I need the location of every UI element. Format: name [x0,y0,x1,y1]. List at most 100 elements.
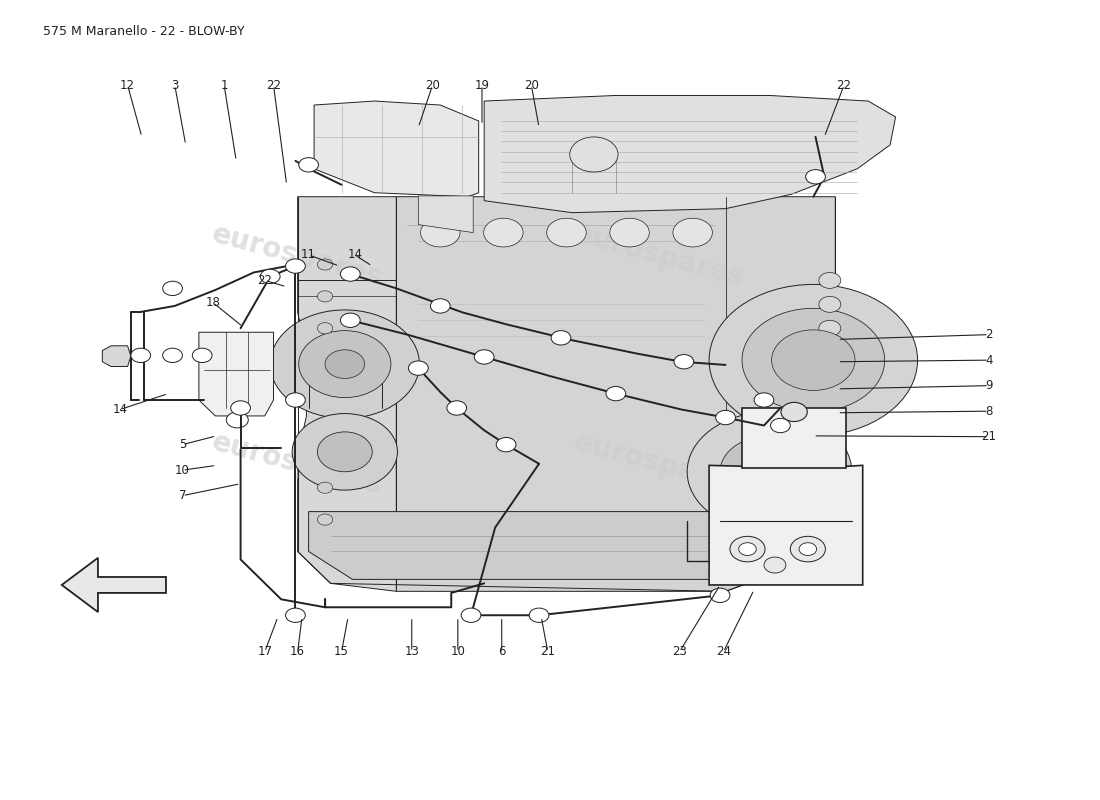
Text: 14: 14 [348,249,362,262]
Circle shape [408,361,428,375]
Polygon shape [199,332,274,416]
Circle shape [299,330,390,398]
Text: 11: 11 [301,249,316,262]
Text: 16: 16 [290,646,305,658]
Polygon shape [396,197,835,591]
Circle shape [730,536,766,562]
Text: 6: 6 [498,646,506,658]
Text: 10: 10 [175,464,190,477]
Circle shape [430,298,450,313]
Circle shape [227,412,249,428]
Circle shape [547,218,586,247]
Text: 4: 4 [986,354,992,366]
Circle shape [318,322,332,334]
Polygon shape [742,408,846,468]
Circle shape [818,273,840,288]
Polygon shape [102,346,131,366]
Circle shape [688,412,851,531]
Circle shape [755,393,773,407]
Circle shape [673,218,713,247]
Polygon shape [710,466,862,585]
Text: 7: 7 [178,489,186,502]
Text: 575 M Maranello - 22 - BLOW-BY: 575 M Maranello - 22 - BLOW-BY [43,26,244,38]
Circle shape [420,218,460,247]
Text: 8: 8 [986,405,992,418]
Circle shape [570,137,618,172]
Polygon shape [418,196,473,233]
Circle shape [805,170,825,184]
Circle shape [484,218,524,247]
Polygon shape [62,558,166,612]
Circle shape [818,320,840,336]
Text: 20: 20 [426,78,440,91]
Text: 17: 17 [257,646,272,658]
Text: 5: 5 [178,438,186,451]
Circle shape [271,310,419,418]
Text: 22: 22 [837,78,851,91]
Circle shape [720,436,818,508]
Circle shape [716,410,736,425]
Circle shape [461,608,481,622]
Circle shape [163,348,183,362]
Circle shape [529,608,549,622]
Circle shape [771,330,855,390]
Circle shape [606,386,626,401]
Circle shape [764,557,785,573]
Text: 10: 10 [450,646,465,658]
Circle shape [261,270,280,284]
Text: 9: 9 [986,379,992,392]
Circle shape [710,285,917,436]
Text: 21: 21 [981,430,997,443]
Circle shape [551,330,571,345]
Circle shape [739,542,757,555]
Circle shape [447,401,466,415]
Circle shape [131,348,151,362]
Circle shape [231,401,251,415]
Polygon shape [484,95,895,213]
Circle shape [609,218,649,247]
Circle shape [318,482,332,494]
Text: 1: 1 [220,78,228,91]
Text: 24: 24 [716,646,730,658]
Circle shape [318,514,332,525]
Text: eurospares: eurospares [571,220,748,293]
Text: eurospares: eurospares [209,427,386,500]
Circle shape [799,542,816,555]
Circle shape [299,158,319,172]
Circle shape [496,438,516,452]
Circle shape [340,313,360,327]
Polygon shape [309,512,791,579]
Circle shape [818,296,840,312]
Circle shape [711,588,730,602]
Circle shape [318,290,332,302]
Text: 20: 20 [524,78,539,91]
Circle shape [818,344,840,360]
Circle shape [163,282,183,295]
Text: 22: 22 [257,274,272,287]
Circle shape [286,608,306,622]
Polygon shape [315,101,478,197]
Circle shape [286,393,306,407]
Circle shape [286,259,306,274]
Circle shape [742,308,884,412]
Text: 14: 14 [112,403,128,416]
Circle shape [340,267,360,282]
Text: 13: 13 [405,646,419,658]
Text: 2: 2 [986,328,992,341]
Circle shape [674,354,694,369]
Text: 23: 23 [672,646,686,658]
Circle shape [781,402,807,422]
Text: 15: 15 [334,646,349,658]
Circle shape [474,350,494,364]
Circle shape [318,259,332,270]
Circle shape [293,414,397,490]
Text: 12: 12 [120,78,135,91]
Text: 18: 18 [206,296,221,310]
Circle shape [770,418,790,433]
Text: 19: 19 [474,78,490,91]
Text: eurospares: eurospares [571,427,748,500]
Polygon shape [298,197,396,591]
Text: 22: 22 [266,78,280,91]
Circle shape [326,350,364,378]
Text: 3: 3 [172,78,178,91]
